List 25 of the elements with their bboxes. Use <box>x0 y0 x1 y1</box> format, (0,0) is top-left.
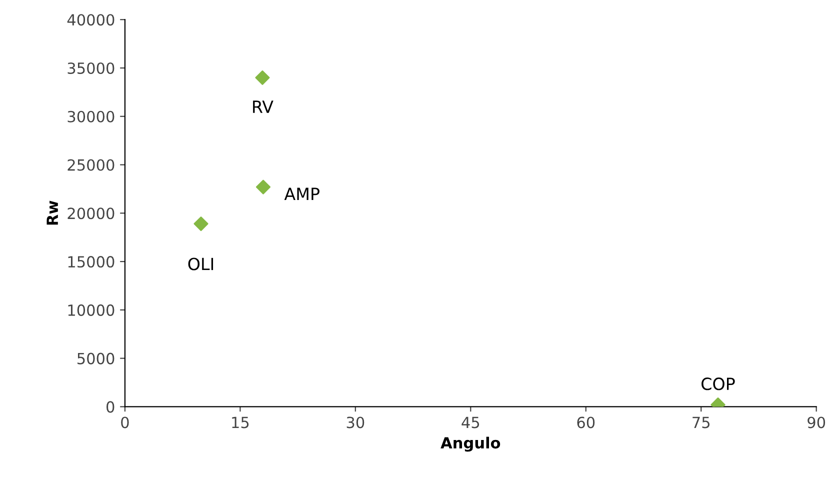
x-tick-label: 30 <box>346 416 364 428</box>
y-tick-label: 5000 <box>78 352 114 364</box>
annotation: RV <box>253 100 274 113</box>
y-tick-label: 30000 <box>68 110 114 122</box>
point <box>256 180 271 194</box>
x-tick-label: 60 <box>577 416 595 428</box>
y-tick-label: 10000 <box>68 304 114 316</box>
x-tick-label: 90 <box>808 416 826 428</box>
y-axis-title: Rw <box>46 200 58 225</box>
y-tick-label: 20000 <box>68 208 114 220</box>
y-tick-label: 15000 <box>68 256 114 268</box>
annotation: COP <box>702 378 735 390</box>
y-tick-label: 25000 <box>68 159 114 171</box>
x-tick-label: 75 <box>692 416 710 428</box>
y-tick-label: 40000 <box>67 14 114 26</box>
x-tick-label: 15 <box>232 416 249 428</box>
x-tick-label: 0 <box>121 416 129 428</box>
point <box>194 216 208 232</box>
y-tick-label: 35000 <box>68 62 114 74</box>
x-axis-title: Angulo <box>440 436 500 452</box>
point <box>255 70 270 85</box>
y-tick-label: 0 <box>106 401 114 413</box>
annotation: OLI <box>188 258 214 270</box>
x-tick-label: 45 <box>462 416 480 428</box>
annotation: AMP <box>284 188 320 200</box>
